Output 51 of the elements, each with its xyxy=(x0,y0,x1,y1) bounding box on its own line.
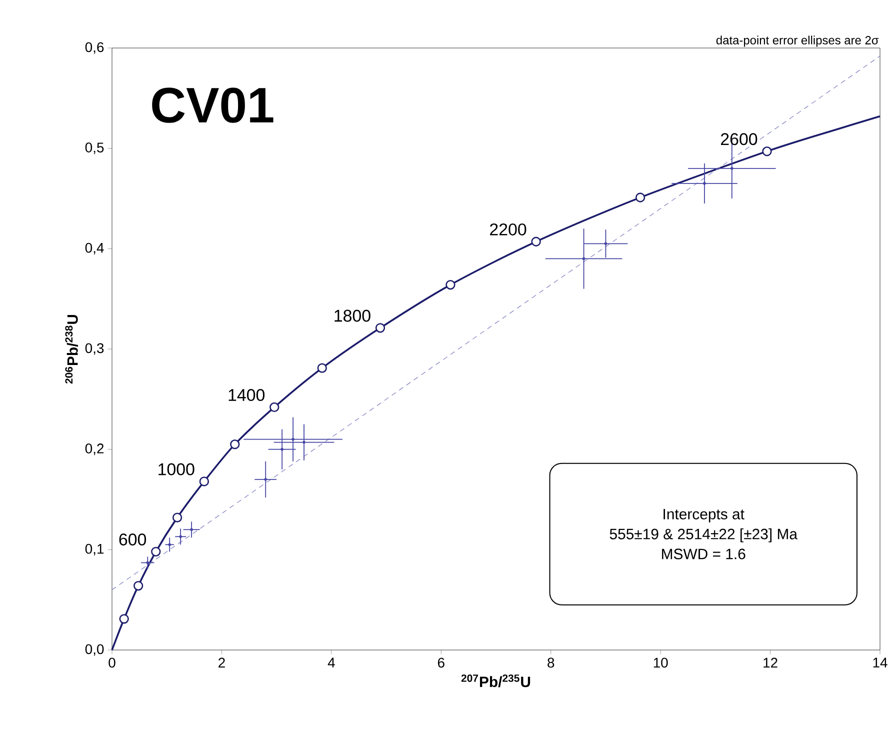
point xyxy=(446,280,456,290)
y-tick-label: 0,5 xyxy=(85,142,104,154)
x-tick-label: 4 xyxy=(328,658,335,668)
annotation: 1400 xyxy=(228,389,265,402)
annotation: Intercepts at xyxy=(664,508,744,522)
x-tick-label: 14 xyxy=(873,658,888,668)
point xyxy=(146,561,150,564)
annotation: 600 xyxy=(119,533,146,546)
point xyxy=(230,439,240,450)
point xyxy=(133,580,144,591)
y-axis-title: $^{206}$Pb/$^{238}$U xyxy=(65,314,78,384)
point xyxy=(280,448,284,451)
text: data-point error ellipses are 2σ xyxy=(716,36,879,47)
point xyxy=(375,323,386,333)
point xyxy=(292,438,295,441)
point xyxy=(762,146,772,156)
point xyxy=(199,476,209,486)
point xyxy=(264,478,268,481)
y-tick-label: 0,2 xyxy=(85,444,104,456)
annotation: 1000 xyxy=(158,463,194,476)
annotation: MSWD = 1.6 xyxy=(662,548,746,560)
y-tick-label: 0,4 xyxy=(85,242,104,254)
point xyxy=(582,257,586,260)
x-tick-label: 6 xyxy=(438,658,444,668)
x-tick-label: 2 xyxy=(218,658,225,668)
y-tick-label: 0,6 xyxy=(85,42,104,54)
x-tick-label: 0 xyxy=(108,658,116,668)
point xyxy=(270,402,280,412)
point xyxy=(119,614,129,624)
x-tick-label: 12 xyxy=(764,658,778,668)
point xyxy=(604,242,608,246)
point xyxy=(635,192,646,202)
point xyxy=(172,512,182,522)
point xyxy=(168,543,172,546)
x-tick-label: 8 xyxy=(548,658,554,668)
x-axis-title: $^{207}$Pb/$^{235}$U xyxy=(461,674,530,688)
point xyxy=(302,440,306,444)
annotation: 2200 xyxy=(490,223,526,236)
annotation: 2600 xyxy=(720,133,758,146)
point xyxy=(531,236,541,246)
point xyxy=(151,546,161,557)
point xyxy=(730,166,734,170)
annotation: 1800 xyxy=(334,310,370,322)
annotation: 555±19 & 2514±22 [±23] Ma xyxy=(610,528,798,542)
text: CV01 xyxy=(152,88,274,123)
y-tick-label: 0,0 xyxy=(85,644,104,656)
y-tick-label: 0,3 xyxy=(85,343,104,355)
point xyxy=(317,363,327,373)
point xyxy=(179,535,182,538)
x-tick-label: 10 xyxy=(654,658,668,668)
y-tick-label: 0,1 xyxy=(85,544,104,556)
